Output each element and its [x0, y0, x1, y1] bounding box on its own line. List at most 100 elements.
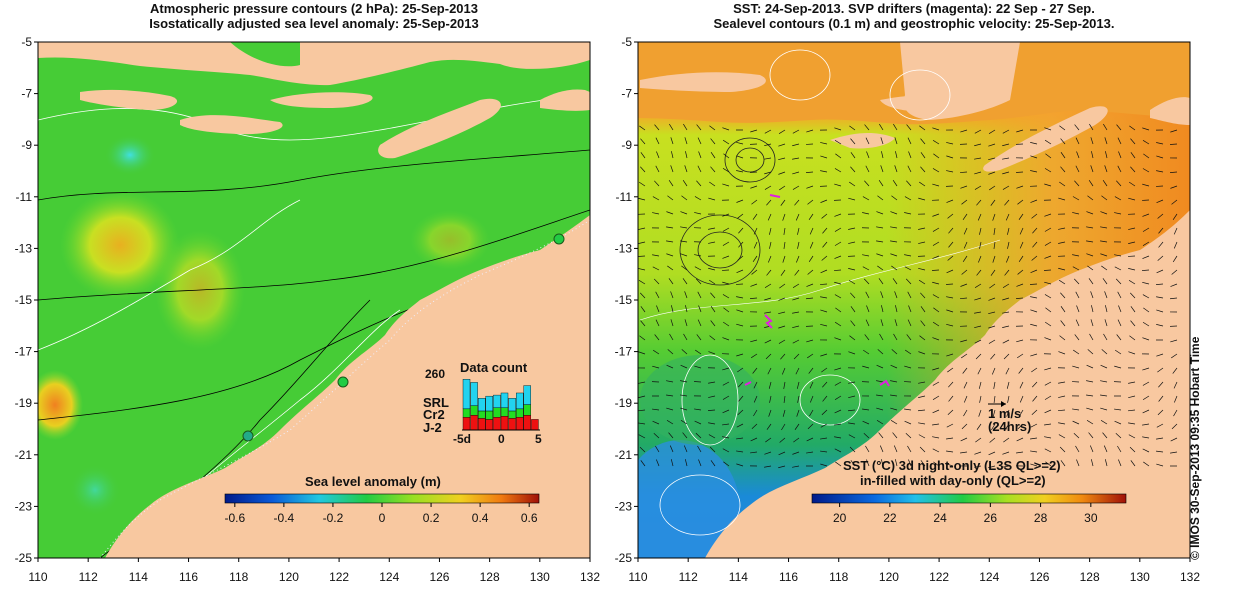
- velocity-arrow: [652, 266, 660, 271]
- velocity-arrow: [993, 227, 996, 235]
- velocity-arrow: [974, 143, 982, 147]
- velocity-arrow: [1003, 437, 1010, 443]
- velocity-arrow: [1030, 170, 1038, 173]
- velocity-arrow: [797, 241, 800, 249]
- velocity-arrow: [1128, 181, 1136, 187]
- sst-colorbar: SST (°C) 3d night-only (L3S QL>=2) in-fi…: [811, 458, 1127, 525]
- velocity-arrow: [709, 181, 716, 187]
- velocity-arrow: [876, 240, 884, 243]
- velocity-arrow: [695, 432, 702, 439]
- velocity-arrow: [866, 305, 870, 313]
- velocity-arrow: [1174, 395, 1178, 403]
- velocity-arrow: [946, 437, 954, 440]
- velocity-arrow: [975, 437, 982, 443]
- velocity-arrow: [1172, 213, 1178, 220]
- velocity-arrow: [918, 395, 926, 398]
- velocity-arrow: [723, 461, 730, 467]
- velocity-arrow: [736, 269, 744, 274]
- velocity-arrow: [752, 213, 758, 220]
- velocity-arrow: [639, 446, 646, 453]
- velocity-arrow: [1044, 367, 1052, 371]
- velocity-arrow: [1075, 319, 1080, 327]
- velocity-arrow: [991, 367, 996, 375]
- velocity-arrow: [1086, 407, 1094, 411]
- sst-colorbar-tick-label: 22: [883, 511, 897, 525]
- velocity-arrow: [863, 278, 870, 285]
- velocity-arrow: [834, 395, 842, 401]
- velocity-arrow: [1074, 180, 1080, 187]
- velocity-arrow: [1105, 151, 1108, 159]
- velocity-arrow: [670, 165, 674, 173]
- velocity-arrow: [782, 409, 786, 417]
- land-lesser-sunda: [80, 89, 178, 110]
- velocity-arrow: [1117, 137, 1122, 145]
- velocity-arrow: [862, 408, 870, 411]
- velocity-arrow: [722, 337, 730, 341]
- velocity-arrow: [638, 241, 646, 244]
- velocity-arrow: [680, 364, 688, 369]
- velocity-arrow: [1016, 185, 1024, 189]
- velocity-arrow: [948, 395, 954, 402]
- velocity-arrow: [793, 437, 800, 443]
- velocity-arrow: [1075, 445, 1080, 453]
- velocity-arrow: [695, 349, 702, 355]
- velocity-arrow: [865, 319, 870, 327]
- velocity-arrow: [865, 291, 870, 299]
- velocity-arrow: [893, 123, 898, 131]
- velocity-arrow: [822, 227, 828, 234]
- velocity-arrow: [1044, 321, 1052, 327]
- velocity-arrow: [1172, 255, 1178, 263]
- velocity-arrow: [1030, 296, 1038, 299]
- velocity-arrow: [753, 395, 758, 403]
- data-count-bar-srl: [470, 382, 478, 406]
- velocity-arrow: [1117, 291, 1122, 299]
- sst-cool-patch: [638, 440, 740, 558]
- velocity-arrow: [1101, 349, 1108, 355]
- velocity-arrow: [1170, 339, 1178, 343]
- velocity-arrow: [821, 409, 828, 416]
- left-lon-label: 128: [480, 570, 500, 584]
- velocity-arrow: [946, 155, 954, 159]
- velocity-arrow: [652, 420, 660, 425]
- velocity-arrow: [849, 181, 856, 187]
- velocity-arrow: [752, 255, 758, 263]
- velocity-arrow: [753, 227, 758, 235]
- velocity-arrow: [668, 179, 674, 187]
- velocity-arrow: [1030, 142, 1038, 145]
- land-timor: [378, 98, 501, 159]
- sla-colorbar-label: Sea level anomaly (m): [305, 474, 441, 489]
- velocity-arrow: [932, 227, 940, 232]
- velocity-arrow: [1058, 227, 1066, 230]
- velocity-arrow: [764, 451, 772, 455]
- sla-colorbar-tick-label: -0.4: [274, 511, 295, 525]
- data-count-bar-j-2: [493, 417, 501, 431]
- velocity-arrow: [1158, 395, 1164, 402]
- sla-high-patch: [38, 370, 83, 440]
- velocity-arrow: [918, 409, 926, 412]
- velocity-arrow: [876, 407, 884, 411]
- right-lon-label: 110: [628, 570, 647, 584]
- velocity-arrow: [778, 297, 786, 301]
- velocity-arrow: [834, 213, 842, 217]
- velocity-arrow: [820, 324, 828, 327]
- velocity-arrow: [1142, 321, 1150, 327]
- velocity-arrow: [834, 168, 842, 173]
- velocity-arrow: [794, 269, 800, 276]
- velocity-arrow: [865, 445, 870, 453]
- velocity-arrow: [1157, 213, 1164, 219]
- velocity-arrow: [722, 281, 730, 285]
- velocity-arrow: [781, 367, 786, 375]
- velocity-arrow: [1156, 142, 1164, 145]
- velocity-arrow: [1128, 395, 1136, 399]
- velocity-arrow: [848, 434, 856, 439]
- velocity-arrow: [767, 367, 772, 375]
- velocity-arrow: [1142, 183, 1150, 187]
- velocity-arrow: [878, 179, 884, 187]
- velocity-arrow: [669, 445, 674, 453]
- velocity-arrow: [1030, 450, 1038, 453]
- velocity-arrow: [862, 420, 870, 425]
- velocity-arrow: [736, 199, 744, 203]
- velocity-arrow: [722, 294, 730, 299]
- velocity-arrow: [783, 241, 786, 249]
- velocity-arrow: [780, 199, 786, 206]
